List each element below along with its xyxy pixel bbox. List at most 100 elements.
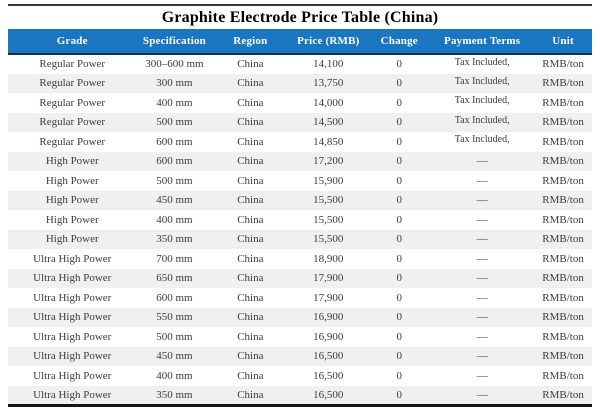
table-header: Grade Specification Region Price (RMB) Chang… xyxy=(8,29,592,55)
cell-payment: — xyxy=(476,174,488,187)
table-row: High Power 400 mm China 15,500 0 — RMB/ton xyxy=(8,210,592,230)
cell-region: China xyxy=(237,116,264,129)
cell-payment: — xyxy=(476,213,488,226)
cell-grade: Ultra High Power xyxy=(33,369,112,382)
cell-spec: 500 mm xyxy=(156,330,193,343)
cell-spec: 650 mm xyxy=(156,272,193,285)
cell-region: China xyxy=(237,135,264,148)
cell-spec: 600 mm xyxy=(156,155,193,168)
cell-payment: — xyxy=(476,155,488,168)
cell-price: 16,900 xyxy=(313,311,344,324)
cell-grade: Regular Power xyxy=(39,135,106,148)
column-header-unit: Unit xyxy=(534,29,592,55)
cell-spec: 300–600 mm xyxy=(145,58,204,71)
cell-payment: Tax Included, xyxy=(454,75,510,87)
cell-unit: RMB/ton xyxy=(542,369,584,382)
cell-change: 0 xyxy=(396,233,402,246)
table-row: Regular Power 300–600 mm China 14,100 0 Tax I… xyxy=(8,54,592,74)
cell-payment: — xyxy=(476,291,488,304)
table-row: High Power 500 mm China 15,900 0 — RMB/ton xyxy=(8,171,592,191)
cell-payment: — xyxy=(476,272,488,285)
cell-unit: RMB/ton xyxy=(542,77,584,90)
cell-price: 14,000 xyxy=(313,96,344,109)
cell-unit: RMB/ton xyxy=(542,96,584,109)
cell-unit: RMB/ton xyxy=(542,252,584,265)
page-title: Graphite Electrode Price Table (China) xyxy=(161,9,439,26)
cell-spec: 400 mm xyxy=(156,213,193,226)
title-block: Graphite Electrode Price Table (China) xyxy=(8,4,592,29)
cell-grade: Ultra High Power xyxy=(33,388,112,401)
cell-grade: Ultra High Power xyxy=(33,350,112,363)
cell-change: 0 xyxy=(396,194,402,207)
table-row: Regular Power 600 mm China 14,850 0 Tax Inclu… xyxy=(8,132,592,152)
column-header-region: Region xyxy=(212,29,289,55)
cell-payment: — xyxy=(476,369,488,382)
cell-payment: — xyxy=(476,233,488,246)
cell-price: 14,850 xyxy=(313,135,344,148)
header-row: Grade Specification Region Price (RMB) Chang… xyxy=(8,29,592,55)
cell-unit: RMB/ton xyxy=(542,116,584,129)
cell-region: China xyxy=(237,233,264,246)
table-row: Ultra High Power 500 mm China 16,900 0 — RMB/t… xyxy=(8,327,592,347)
column-header-specification: Specification xyxy=(136,29,213,55)
cell-grade: High Power xyxy=(45,233,99,246)
price-table-sheet: Graphite Electrode Price Table (China) G… xyxy=(8,4,592,407)
cell-change: 0 xyxy=(396,330,402,343)
table-row: High Power 350 mm China 15,500 0 — RMB/ton xyxy=(8,229,592,249)
cell-price: 14,100 xyxy=(313,58,344,71)
table-row: Ultra High Power 400 mm China 16,500 0 — RMB/t… xyxy=(8,366,592,386)
column-header-price-rmb: Price (RMB) xyxy=(288,29,369,55)
column-header-payment-terms: Payment Terms xyxy=(430,29,535,55)
table-row: Ultra High Power 700 mm China 18,900 0 — RMB/t… xyxy=(8,249,592,269)
cell-spec: 400 mm xyxy=(156,96,193,109)
cell-change: 0 xyxy=(396,77,402,90)
cell-grade: High Power xyxy=(45,155,99,168)
cell-payment: Tax Included, xyxy=(454,114,510,126)
cell-price: 16,500 xyxy=(313,388,344,401)
table-row: Ultra High Power 350 mm China 16,500 0 — RMB/t… xyxy=(8,385,592,405)
cell-payment: Tax Included, xyxy=(454,95,510,106)
cell-spec: 400 mm xyxy=(156,369,193,382)
cell-region: China xyxy=(237,350,264,363)
cell-region: China xyxy=(237,311,264,324)
cell-payment: — xyxy=(476,330,488,343)
cell-region: China xyxy=(237,388,264,401)
cell-grade: High Power xyxy=(45,194,99,207)
table-row: Ultra High Power 550 mm China 16,900 0 — RMB/t… xyxy=(8,307,592,327)
cell-payment: — xyxy=(476,194,488,207)
cell-unit: RMB/ton xyxy=(542,135,584,148)
cell-change: 0 xyxy=(396,135,402,148)
cell-unit: RMB/ton xyxy=(542,330,584,343)
cell-region: China xyxy=(237,330,264,343)
cell-spec: 450 mm xyxy=(156,350,193,363)
cell-grade: Ultra High Power xyxy=(33,311,112,324)
cell-change: 0 xyxy=(396,272,402,285)
cell-change: 0 xyxy=(396,58,402,71)
cell-grade: Regular Power xyxy=(39,77,106,90)
cell-region: China xyxy=(237,194,264,207)
cell-change: 0 xyxy=(396,388,402,401)
cell-region: China xyxy=(237,272,264,285)
cell-price: 16,500 xyxy=(313,369,344,382)
cell-region: China xyxy=(237,96,264,109)
cell-price: 17,900 xyxy=(313,272,344,285)
cell-region: China xyxy=(237,58,264,71)
cell-unit: RMB/ton xyxy=(542,233,584,246)
cell-price: 14,500 xyxy=(313,116,344,129)
cell-spec: 500 mm xyxy=(156,174,193,187)
cell-unit: RMB/ton xyxy=(542,388,584,401)
cell-spec: 450 mm xyxy=(156,194,193,207)
cell-spec: 500 mm xyxy=(156,116,193,129)
cell-region: China xyxy=(237,77,264,90)
graphite-electrode-price-table: Grade Specification Region Price (RMB) Chang… xyxy=(8,29,592,407)
cell-price: 13,750 xyxy=(313,77,344,90)
cell-unit: RMB/ton xyxy=(542,311,584,324)
cell-price: 15,500 xyxy=(313,233,344,246)
cell-region: China xyxy=(237,369,264,382)
cell-price: 18,900 xyxy=(313,252,344,265)
table-row: High Power 450 mm China 15,500 0 — RMB/ton xyxy=(8,190,592,210)
table-row: High Power 600 mm China 17,200 0 — RMB/ton xyxy=(8,151,592,171)
cell-grade: Regular Power xyxy=(39,58,106,71)
cell-region: China xyxy=(237,174,264,187)
cell-price: 17,200 xyxy=(313,155,344,168)
